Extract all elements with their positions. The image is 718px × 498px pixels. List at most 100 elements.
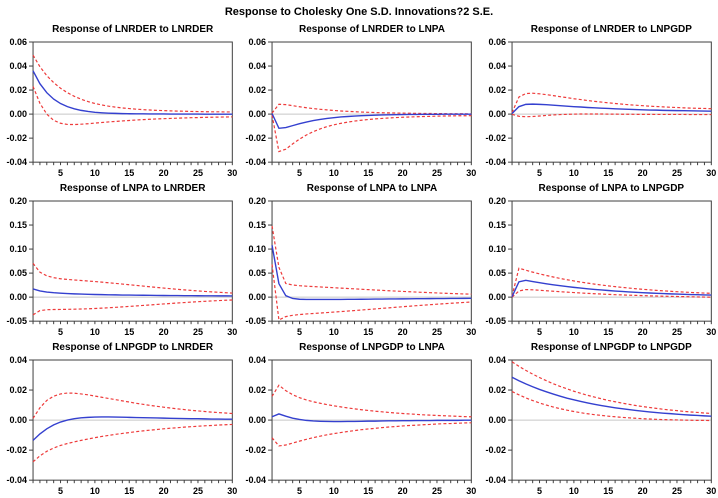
y-tick-label: 0.02 (10, 85, 28, 95)
response-line (271, 245, 472, 301)
y-tick-label: 0.00 (488, 109, 506, 119)
y-tick-label: 0.04 (249, 61, 267, 71)
x-tick-label: 25 (672, 168, 682, 178)
subplot-lnrder-to-lnpgdp: Response of LNRDER to LNPGDP 0.06 0.04 0.0… (479, 20, 718, 179)
lower-band-line (271, 422, 472, 447)
y-tick-label: -0.04 (7, 157, 28, 167)
subplot-title: Response of LNPA to LNPGDP (538, 183, 685, 195)
subplot-title: Response of LNPGDP to LNPGDP (530, 342, 692, 354)
y-tick-label: 0.00 (488, 292, 506, 302)
x-tick-label: 15 (124, 168, 134, 178)
subplot-lnrder-to-lnrder: Response of LNRDER to LNRDER 0.06 0.04 0.0… (0, 20, 239, 179)
y-tick-label: -0.05 (485, 316, 506, 326)
subplot-lnpa-to-lnrder: Response of LNPA to LNRDER 0.20 0.15 0.10 0… (0, 179, 239, 338)
x-tick-label: 25 (432, 487, 442, 497)
subplot-lnpa-to-lnpgdp: Response of LNPA to LNPGDP 0.20 0.15 0.10 0… (479, 179, 718, 338)
y-tick-label: 0.20 (488, 197, 506, 206)
plot-frame (511, 200, 712, 322)
y-tick-label: -0.02 (7, 446, 28, 456)
y-tick-label: 0.10 (10, 244, 28, 254)
x-tick-label: 5 (537, 168, 542, 178)
y-tick-label: 0.00 (249, 109, 267, 119)
lower-band-line (511, 391, 711, 422)
y-tick-label: 0.05 (249, 268, 267, 278)
x-tick-label: 5 (58, 327, 63, 337)
subplot-lnpgdp-to-lnpgdp: Response of LNPGDP to LNPGDP 0.04 0.02 0.0… (479, 338, 718, 497)
upper-band-line (271, 226, 472, 295)
x-tick-label: 20 (159, 168, 169, 178)
response-line (511, 279, 711, 298)
response-line (272, 413, 472, 423)
irf-chart-svg: 0.06 0.04 0.02 0.00 -0.02 -0.04 5 10 15 20 25 30 (485, 38, 716, 178)
irf-chart-svg: 0.20 0.15 0.10 0.05 0.00 -0.05 5 10 15 20 25 30 (246, 197, 477, 337)
chart-canvas: 0.20 0.15 0.10 0.05 0.00 -0.05 5 10 15 20 25 30 (0, 197, 239, 338)
y-tick-label: 0.06 (488, 38, 506, 47)
plot-frame (271, 200, 473, 322)
x-tick-label: 30 (706, 487, 716, 497)
y-tick-label: 0.04 (488, 356, 506, 365)
lower-band-line (271, 264, 472, 322)
response-line (511, 103, 711, 114)
subplot-title: Response of LNPGDP to LNRDER (52, 342, 214, 354)
irf-grid: Response of LNRDER to LNRDER 0.06 0.04 0.0… (0, 20, 718, 498)
y-tick-label: 0.02 (10, 385, 28, 395)
x-tick-label: 15 (124, 327, 134, 337)
x-tick-label: 5 (297, 168, 302, 178)
x-tick-label: 30 (227, 168, 237, 178)
subplot-lnpa-to-lnpa: Response of LNPA to LNPA 0.20 0.15 0.10 0.0… (239, 179, 478, 338)
x-tick-label: 5 (297, 487, 302, 497)
y-tick-label: 0.00 (10, 109, 28, 119)
irf-chart-svg: 0.20 0.15 0.10 0.05 0.00 -0.05 5 10 15 20 25 30 (485, 197, 716, 337)
x-tick-label: 30 (706, 168, 716, 178)
irf-chart-svg: 0.04 0.02 0.00 -0.02 -0.04 5 10 15 20 25 30 (7, 356, 238, 497)
chart-canvas: 0.06 0.04 0.02 0.00 -0.02 -0.04 5 10 15 20 25 30 (479, 38, 718, 179)
upper-band-line (271, 384, 472, 418)
irf-chart-svg: 0.04 0.02 0.00 -0.02 -0.04 5 10 15 20 25 30 (246, 356, 477, 497)
x-tick-label: 30 (467, 327, 477, 337)
y-tick-label: 0.00 (10, 292, 28, 302)
x-tick-label: 5 (297, 327, 302, 337)
chart-canvas: 0.06 0.04 0.02 0.00 -0.02 -0.04 5 10 15 20 25 30 (0, 38, 239, 179)
y-tick-label: 0.20 (10, 197, 28, 206)
subplot-lnpgdp-to-lnpa: Response of LNPGDP to LNPA 0.04 0.02 0.00 -… (239, 338, 478, 497)
lower-band-line (32, 86, 233, 126)
x-tick-label: 15 (603, 168, 613, 178)
x-tick-label: 15 (124, 487, 134, 497)
y-tick-label: 0.04 (10, 356, 28, 365)
y-tick-label: -0.04 (485, 157, 506, 167)
lower-band-line (511, 289, 711, 299)
x-tick-label: 25 (193, 168, 203, 178)
upper-band-line (32, 392, 233, 419)
x-tick-label: 20 (637, 327, 647, 337)
y-tick-label: 0.04 (249, 356, 267, 365)
plot-frame (32, 41, 233, 163)
x-tick-label: 20 (637, 487, 647, 497)
x-tick-label: 15 (603, 487, 613, 497)
subplot-title: Response of LNRDER to LNPGDP (530, 24, 692, 35)
y-tick-label: 0.05 (10, 268, 28, 278)
chart-canvas: 0.20 0.15 0.10 0.05 0.00 -0.05 5 10 15 20 25 30 (479, 197, 718, 338)
x-tick-label: 5 (58, 168, 63, 178)
x-tick-label: 30 (467, 487, 477, 497)
x-tick-label: 30 (227, 487, 237, 497)
y-tick-label: -0.02 (246, 446, 267, 456)
y-tick-label: -0.02 (7, 133, 28, 143)
subplot-title: Response of LNRDER to LNPA (299, 24, 445, 35)
x-tick-label: 10 (329, 327, 339, 337)
x-tick-label: 15 (364, 327, 374, 337)
y-tick-label: 0.05 (488, 268, 506, 278)
chart-canvas: 0.04 0.02 0.00 -0.02 -0.04 5 10 15 20 25 30 (239, 356, 478, 497)
subplot-lnrder-to-lnpa: Response of LNRDER to LNPA 0.06 0.04 0.02 0… (239, 20, 478, 179)
x-tick-label: 25 (193, 327, 203, 337)
irf-chart-svg: 0.04 0.02 0.00 -0.02 -0.04 5 10 15 20 25 30 (485, 356, 716, 497)
y-tick-label: -0.05 (7, 316, 28, 326)
x-tick-label: 30 (227, 327, 237, 337)
y-tick-label: 0.15 (10, 220, 28, 230)
plot-frame (32, 200, 233, 322)
plot-frame (271, 41, 473, 163)
figure-title: Response to Cholesky One S.D. Innovation… (224, 6, 494, 18)
y-tick-label: 0.00 (10, 415, 28, 425)
x-tick-label: 5 (58, 487, 63, 497)
plot-frame (511, 41, 712, 163)
